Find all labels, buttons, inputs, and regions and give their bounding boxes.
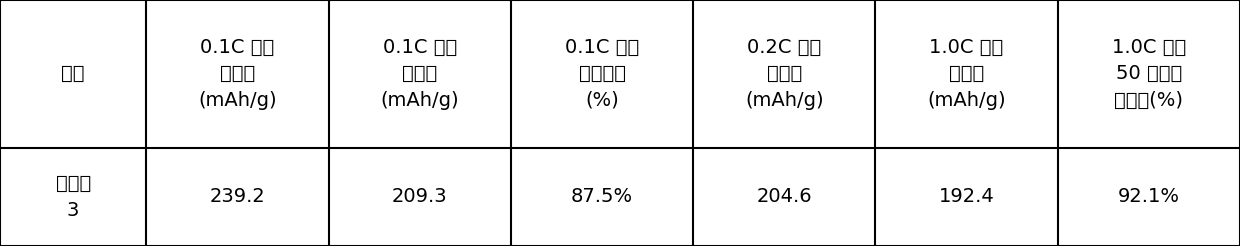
- Text: 1.0C 放电
比容量
(mAh/g): 1.0C 放电 比容量 (mAh/g): [928, 38, 1006, 110]
- Text: 0.1C 放电
比容量
(mAh/g): 0.1C 放电 比容量 (mAh/g): [381, 38, 459, 110]
- Text: 实施例
3: 实施例 3: [56, 174, 91, 219]
- Text: 92.1%: 92.1%: [1118, 187, 1180, 206]
- Text: 239.2: 239.2: [210, 187, 265, 206]
- Text: 1.0C 循环
50 次容量
保持率(%): 1.0C 循环 50 次容量 保持率(%): [1112, 38, 1185, 110]
- Text: 209.3: 209.3: [392, 187, 448, 206]
- Text: 0.1C 首次
放电效率
(%): 0.1C 首次 放电效率 (%): [565, 38, 639, 110]
- Text: 192.4: 192.4: [939, 187, 994, 206]
- Text: 0.2C 放电
比容量
(mAh/g): 0.2C 放电 比容量 (mAh/g): [745, 38, 823, 110]
- Text: 87.5%: 87.5%: [570, 187, 634, 206]
- Text: 204.6: 204.6: [756, 187, 812, 206]
- Text: 0.1C 充电
比容量
(mAh/g): 0.1C 充电 比容量 (mAh/g): [198, 38, 277, 110]
- Text: 样品: 样品: [62, 64, 84, 83]
